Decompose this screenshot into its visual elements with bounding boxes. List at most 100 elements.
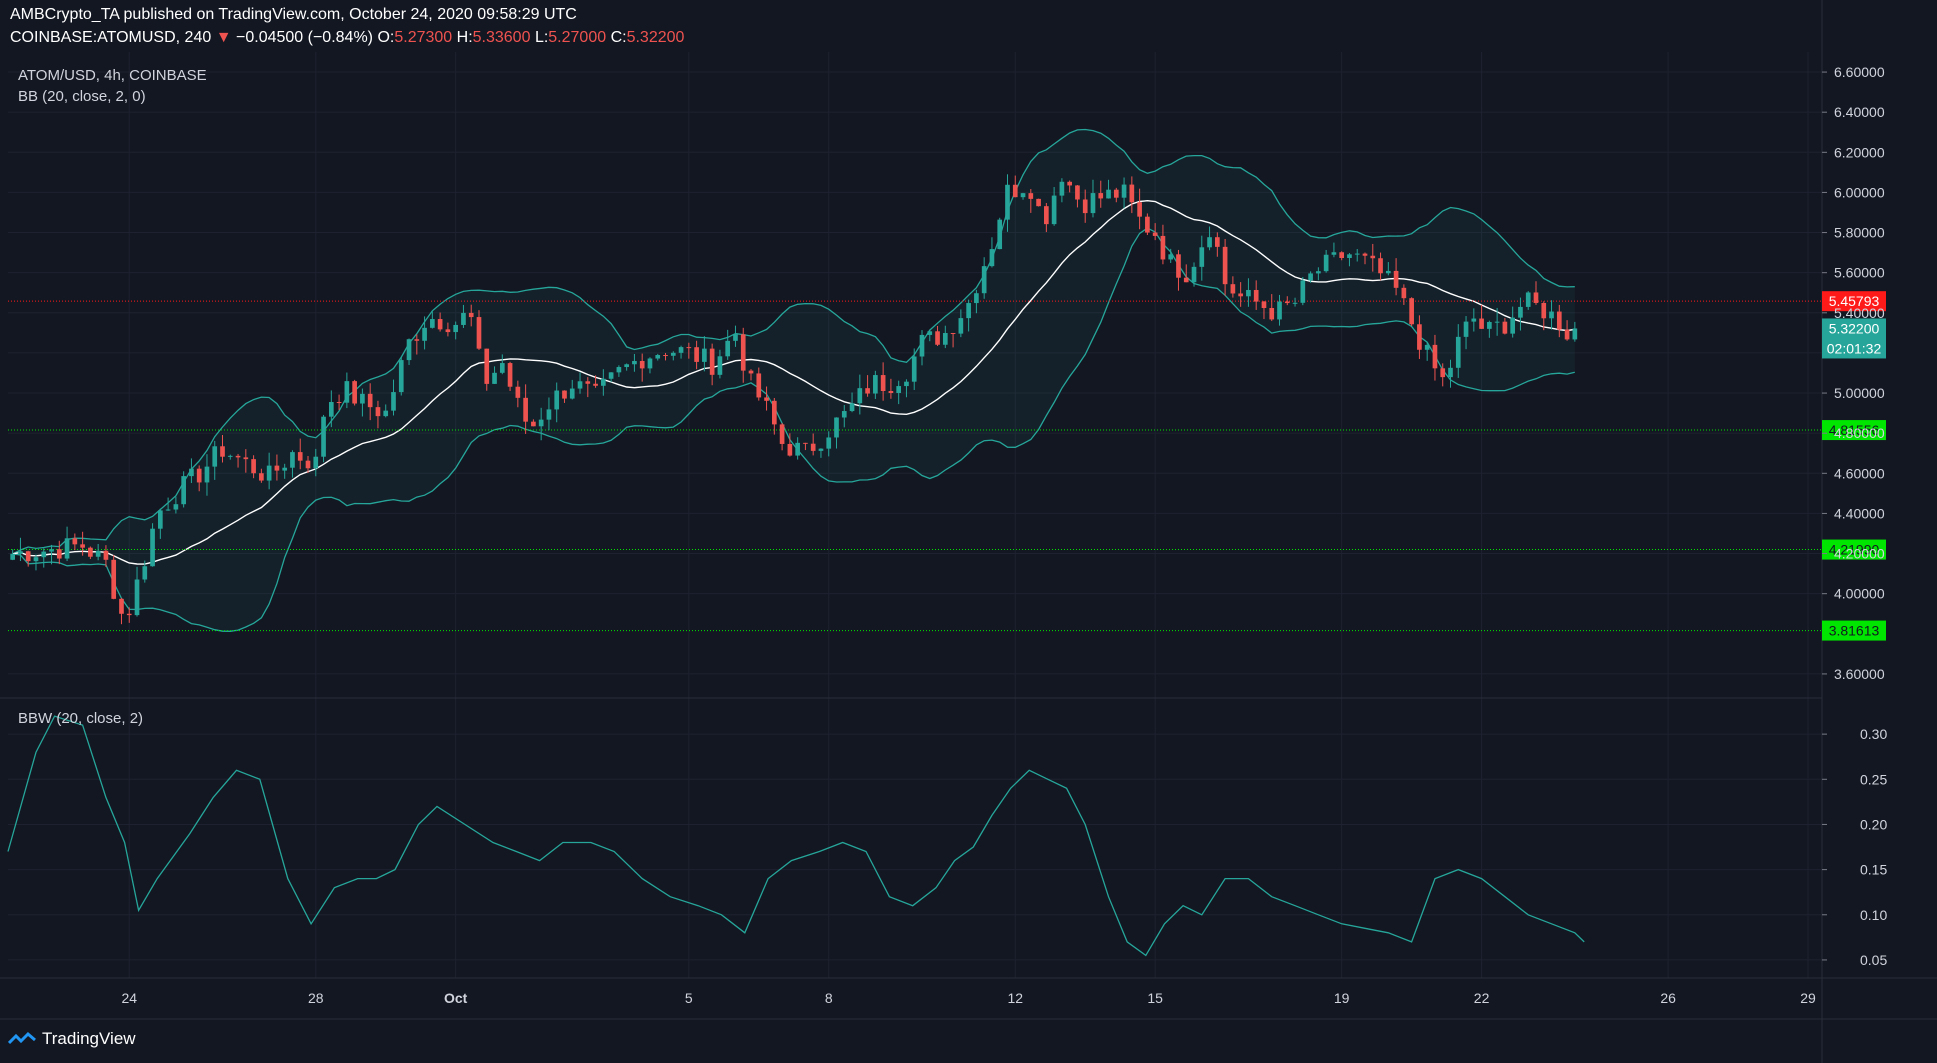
candle-body <box>1044 206 1049 225</box>
candle-body <box>1067 181 1072 186</box>
price-tick-label: 6.20000 <box>1834 144 1885 160</box>
time-tick-label: 28 <box>308 990 324 1006</box>
candle-body <box>375 407 381 417</box>
candle-body <box>779 424 785 444</box>
time-tick-label: 19 <box>1334 990 1350 1006</box>
candle-body <box>1409 298 1414 325</box>
low-label: L: <box>534 29 549 46</box>
candle-body <box>896 386 902 393</box>
candle-body <box>997 219 1003 250</box>
candle-body <box>733 334 738 341</box>
candle-body <box>414 339 420 341</box>
candle-body <box>437 319 443 330</box>
candle-body <box>398 360 404 393</box>
candle-body <box>585 381 591 384</box>
candle-body <box>1207 237 1212 248</box>
candle-body <box>360 393 365 404</box>
main-pane-title[interactable]: ATOM/USD, 4h, COINBASE <box>18 67 207 84</box>
candle-body <box>826 437 832 449</box>
bar-countdown-label: 02:01:32 <box>1827 340 1882 356</box>
candle-body <box>1440 368 1446 378</box>
candle-body <box>1012 184 1018 198</box>
candle-body <box>647 358 653 369</box>
candle-body <box>1510 317 1516 334</box>
time-tick-label: 5 <box>685 990 693 1006</box>
bbw-series <box>7 715 1585 957</box>
resistance-label: 5.45793 <box>1829 293 1880 309</box>
candle-body <box>1051 195 1057 225</box>
candle-body <box>274 465 280 471</box>
grid <box>8 52 1822 978</box>
candle-body <box>406 339 412 361</box>
candle-body <box>694 347 699 362</box>
support-tag <box>1822 539 1886 560</box>
candle-body <box>328 402 334 417</box>
candle-body <box>1238 293 1243 297</box>
bbw-tick-label: 0.10 <box>1860 907 1887 923</box>
bb-indicator-label[interactable]: BB (20, close, 2, 0) <box>18 88 146 105</box>
tradingview-logo-icon <box>8 1031 36 1045</box>
candle-body <box>974 293 979 304</box>
candle-body <box>803 442 808 444</box>
candle-body <box>919 334 925 357</box>
candle-body <box>282 467 288 471</box>
candle-body <box>818 448 824 451</box>
price-tick-label: 4.60000 <box>1834 465 1885 481</box>
candle-body <box>1253 289 1259 302</box>
candle-body <box>593 383 598 386</box>
candle-body <box>10 553 15 560</box>
candle-body <box>1176 254 1181 278</box>
candle-body <box>1036 198 1041 207</box>
candle-body <box>1556 311 1562 330</box>
candle-body <box>196 468 202 483</box>
candle-body <box>468 312 474 318</box>
candle-body <box>670 352 676 356</box>
candle-body <box>562 390 567 399</box>
candle-body <box>290 452 295 468</box>
candle-body <box>1385 270 1391 274</box>
candle-body <box>515 386 521 398</box>
candle-body <box>297 452 303 461</box>
tradingview-logo[interactable]: TradingView <box>8 1029 136 1049</box>
candle-body <box>841 411 847 418</box>
candle-body <box>1137 202 1142 217</box>
price-tick-label: 4.20000 <box>1834 546 1885 562</box>
candle-body <box>950 333 956 335</box>
candle-body <box>1199 247 1205 267</box>
candle-body <box>18 551 23 554</box>
candle-body <box>1378 258 1383 274</box>
candle-body <box>251 459 256 474</box>
candle-body <box>1269 308 1275 320</box>
candle-body <box>243 457 249 460</box>
candle-body <box>1525 292 1531 307</box>
high-value: 5.33600 <box>472 29 531 46</box>
candle-body <box>181 476 186 505</box>
candle-body <box>80 544 85 548</box>
candle-body <box>748 370 754 374</box>
candle-body <box>476 317 482 349</box>
support-label: 4.21990 <box>1829 542 1880 558</box>
candle-body <box>1082 199 1088 214</box>
change-value: −0.04500 (−0.84%) <box>236 29 373 46</box>
time-axis[interactable]: 24 28 Oct 5 8 12 15 19 22 26 29 <box>121 990 1816 1006</box>
candle-body <box>492 372 497 384</box>
candle-body <box>1059 181 1065 196</box>
candle-body <box>1098 193 1104 199</box>
price-axis[interactable]: 5.45793 4.81556 4.21990 3.81613 3.60000 4.000… <box>1822 64 1887 968</box>
candle-body <box>158 510 163 529</box>
bbw-line <box>7 715 1585 957</box>
bb-lower <box>12 227 1575 632</box>
candle-body <box>235 455 241 458</box>
publisher-line: AMBCrypto_TA published on TradingView.co… <box>10 6 577 23</box>
candle-body <box>142 566 148 580</box>
candle-body <box>624 364 629 368</box>
candle-body <box>189 468 194 477</box>
candle-body <box>1300 280 1306 303</box>
candle-body <box>1564 329 1570 340</box>
bbw-indicator-label[interactable]: BBW (20, close, 2) <box>18 710 144 727</box>
bbw-tick-label: 0.30 <box>1860 726 1887 742</box>
candle-body <box>554 390 560 410</box>
candle-body <box>344 381 350 403</box>
candle-body <box>1417 324 1422 350</box>
last-price-tag <box>1822 318 1886 359</box>
